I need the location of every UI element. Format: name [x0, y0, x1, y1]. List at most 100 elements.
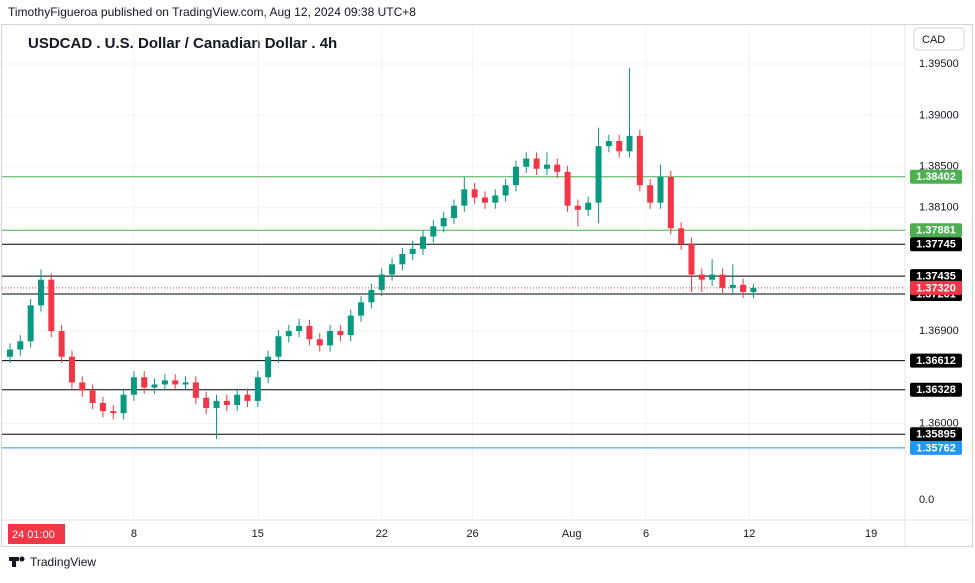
candle-body — [688, 243, 695, 275]
candle-body — [626, 135, 633, 152]
candle-body — [492, 195, 499, 203]
candle-body — [275, 336, 282, 357]
level-label-box — [910, 353, 962, 368]
candle-body — [182, 382, 189, 385]
candle-body — [203, 397, 210, 409]
y-tick-label: 1.36900 — [919, 325, 959, 337]
level-label: 1.37435 — [916, 271, 956, 283]
candle-body — [543, 164, 550, 169]
candle-body — [420, 236, 427, 249]
candle-body — [450, 205, 457, 219]
candle-body — [120, 394, 127, 414]
candle-body — [523, 158, 530, 167]
logo-mark — [9, 557, 19, 561]
logo — [9, 556, 25, 567]
candle-body — [234, 394, 241, 405]
candle-body — [337, 331, 344, 336]
candle-body — [533, 158, 540, 169]
candle-body — [368, 289, 375, 303]
candle-body — [471, 189, 478, 198]
candle-body — [698, 274, 705, 280]
level-label: 1.35895 — [916, 429, 956, 441]
cursor-time-box — [8, 524, 65, 544]
x-tick-label: 12 — [743, 528, 755, 540]
candle-body — [130, 377, 137, 395]
x-tick-label: Aug — [562, 528, 582, 540]
candle-body — [564, 171, 571, 206]
candle-body — [213, 400, 220, 409]
candle-body — [574, 205, 581, 210]
candle-body — [678, 228, 685, 244]
candle-body — [481, 197, 488, 203]
candle-body — [667, 176, 674, 229]
candle-body — [296, 325, 303, 332]
candle-body — [636, 135, 643, 186]
candle-body — [161, 380, 168, 385]
candle-body — [595, 146, 602, 203]
currency-button[interactable] — [913, 27, 965, 51]
candle-body — [347, 315, 354, 336]
candle-body — [265, 356, 272, 378]
candle-body — [709, 274, 716, 280]
candle-body — [389, 264, 396, 275]
candle-body — [616, 141, 623, 152]
candle-body — [223, 400, 230, 405]
candle-body — [719, 274, 726, 288]
logo-mark — [19, 556, 25, 562]
candle-body — [68, 356, 75, 383]
y-tick-label: 1.39000 — [919, 109, 959, 121]
y-tick-label: 1.38500 — [919, 161, 959, 173]
current-price-label: 1.37320 — [916, 282, 956, 294]
chart-frame — [1, 24, 973, 547]
x-tick-label: 8 — [131, 528, 137, 540]
y-tick-label: 1.36000 — [919, 417, 959, 429]
level-label-box — [910, 440, 962, 455]
y-tick-label: 1.39500 — [919, 58, 959, 70]
candle-body — [729, 284, 736, 288]
candle-body — [358, 302, 365, 316]
candle-body — [440, 218, 447, 227]
chart-title: USDCAD . U.S. Dollar / Canadian Dollar .… — [28, 35, 337, 52]
candle-body — [399, 254, 406, 265]
level-label-box — [910, 169, 962, 184]
candle-body — [327, 331, 334, 346]
candle-body — [512, 166, 519, 186]
candle-body — [502, 185, 509, 196]
x-tick-label: 26 — [466, 528, 478, 540]
candle-body — [172, 380, 179, 385]
candle-body — [657, 176, 664, 203]
candle-body — [605, 141, 612, 147]
candle-body — [306, 325, 313, 340]
candle-body — [7, 349, 13, 357]
candle-body — [151, 384, 158, 388]
footer: TradingView — [30, 555, 96, 569]
x-tick-label: 19 — [865, 528, 877, 540]
x-tick-label: 22 — [376, 528, 388, 540]
level-label-box — [910, 382, 962, 397]
currency-label: CAD — [922, 34, 945, 46]
candle-body — [254, 377, 261, 401]
candle-body — [17, 341, 24, 350]
level-label: 1.36612 — [916, 355, 956, 367]
header: TimothyFigueroa published on TradingView… — [8, 5, 416, 19]
candle-body — [409, 248, 416, 255]
candle-body — [48, 279, 55, 332]
candle-body — [461, 189, 468, 206]
candle-body — [27, 305, 34, 342]
candle-body — [378, 274, 385, 290]
candle-body — [141, 377, 148, 388]
candle-body — [316, 339, 323, 346]
candle-body — [89, 390, 96, 403]
level-label: 1.36328 — [916, 384, 956, 396]
candle-body — [192, 382, 199, 398]
candle-body — [554, 164, 561, 172]
candle-body — [750, 287, 757, 293]
x-tick-label: 6 — [643, 528, 649, 540]
level-label: 1.35762 — [916, 442, 956, 454]
level-label: 1.37881 — [916, 225, 956, 237]
candle-body — [585, 202, 592, 210]
candle-body — [99, 402, 106, 412]
level-label: 1.38402 — [916, 171, 956, 183]
y-tick-label: 1.38100 — [919, 202, 959, 214]
